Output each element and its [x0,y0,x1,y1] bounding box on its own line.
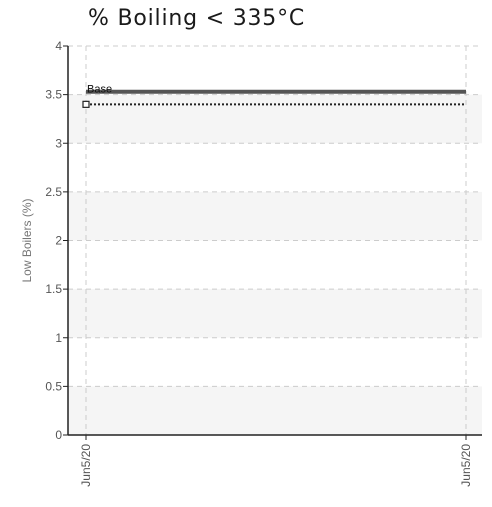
y-tick-label: 4 [55,39,62,53]
series-label-base: Base [87,84,112,96]
background-band [68,191,482,241]
y-tick-label: 3 [55,136,62,150]
y-tick-label: 0.5 [45,379,62,393]
chart-title: % Boiling < 335°C [88,6,306,31]
y-tick-label: 0 [55,428,62,442]
x-tick-label: Jun5/20 [459,444,473,487]
background-band [68,289,482,338]
background-bands [68,94,482,435]
axes [63,45,482,440]
x-tick-label: Jun5/20 [79,444,93,487]
y-axis-title: Low Boilers (%) [20,198,34,282]
y-tick-label: 3.5 [45,88,62,102]
series-marker [82,100,90,108]
series-layer [82,89,466,108]
y-tick-label: 1.5 [45,282,62,296]
gridlines [68,45,482,435]
y-tick-label: 1 [55,331,62,345]
y-tick-label: 2 [55,234,62,248]
y-tick-label: 2.5 [45,185,62,199]
tick-labels: Base 0 0.5 1 1.5 2 2.5 3 3.5 4 Jun5/20 Jun5/20 Low B… [20,39,473,487]
background-band [68,94,482,144]
background-band [68,386,482,435]
